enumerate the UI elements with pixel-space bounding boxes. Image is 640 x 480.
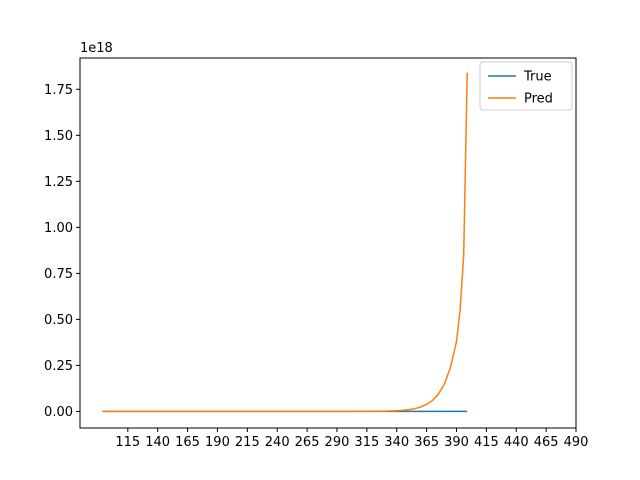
x-tick-label: 165 xyxy=(175,435,200,450)
legend: True Pred xyxy=(479,61,573,111)
x-tick-label: 440 xyxy=(504,435,529,450)
y-tick-label: 1.50 xyxy=(44,129,73,144)
y-tick-label: 1.25 xyxy=(44,175,73,190)
x-tick-label: 465 xyxy=(534,435,559,450)
plot-frame xyxy=(79,57,577,429)
x-tick-label: 365 xyxy=(414,435,439,450)
axes-layer xyxy=(79,57,577,429)
x-tick-label: 390 xyxy=(444,435,469,450)
x-tick-label: 240 xyxy=(265,435,290,450)
x-tick-label: 115 xyxy=(115,435,140,450)
x-tick-label: 190 xyxy=(205,435,230,450)
x-tick-label: 140 xyxy=(145,435,170,450)
x-tick-label: 490 xyxy=(564,435,589,450)
y-tick-label: 0.25 xyxy=(44,359,73,374)
x-axis: 115 140 165 190 215 240 265 290 315 340 365 390 415 4… xyxy=(115,428,588,450)
y-axis: 0.00 0.25 0.50 0.75 1.00 1.25 1.50 1.75 xyxy=(44,83,80,420)
y-tick-label: 0.75 xyxy=(44,267,73,282)
x-tick-label: 415 xyxy=(474,435,499,450)
x-tick-label: 290 xyxy=(325,435,350,450)
y-tick-label: 1.75 xyxy=(44,83,73,98)
y-tick-label: 0.00 xyxy=(44,405,73,420)
legend-label-pred: Pred xyxy=(524,92,553,107)
y-offset-text: 1e18 xyxy=(80,41,113,56)
x-tick-label: 340 xyxy=(384,435,409,450)
series-line-pred xyxy=(102,72,468,413)
series-layer xyxy=(102,72,468,413)
y-tick-label: 1.00 xyxy=(44,221,73,236)
legend-label-true: True xyxy=(523,70,552,85)
plot-area xyxy=(80,58,576,428)
x-tick-label: 215 xyxy=(235,435,260,450)
x-tick-label: 265 xyxy=(295,435,320,450)
y-tick-label: 0.50 xyxy=(44,313,73,328)
x-tick-label: 315 xyxy=(354,435,379,450)
